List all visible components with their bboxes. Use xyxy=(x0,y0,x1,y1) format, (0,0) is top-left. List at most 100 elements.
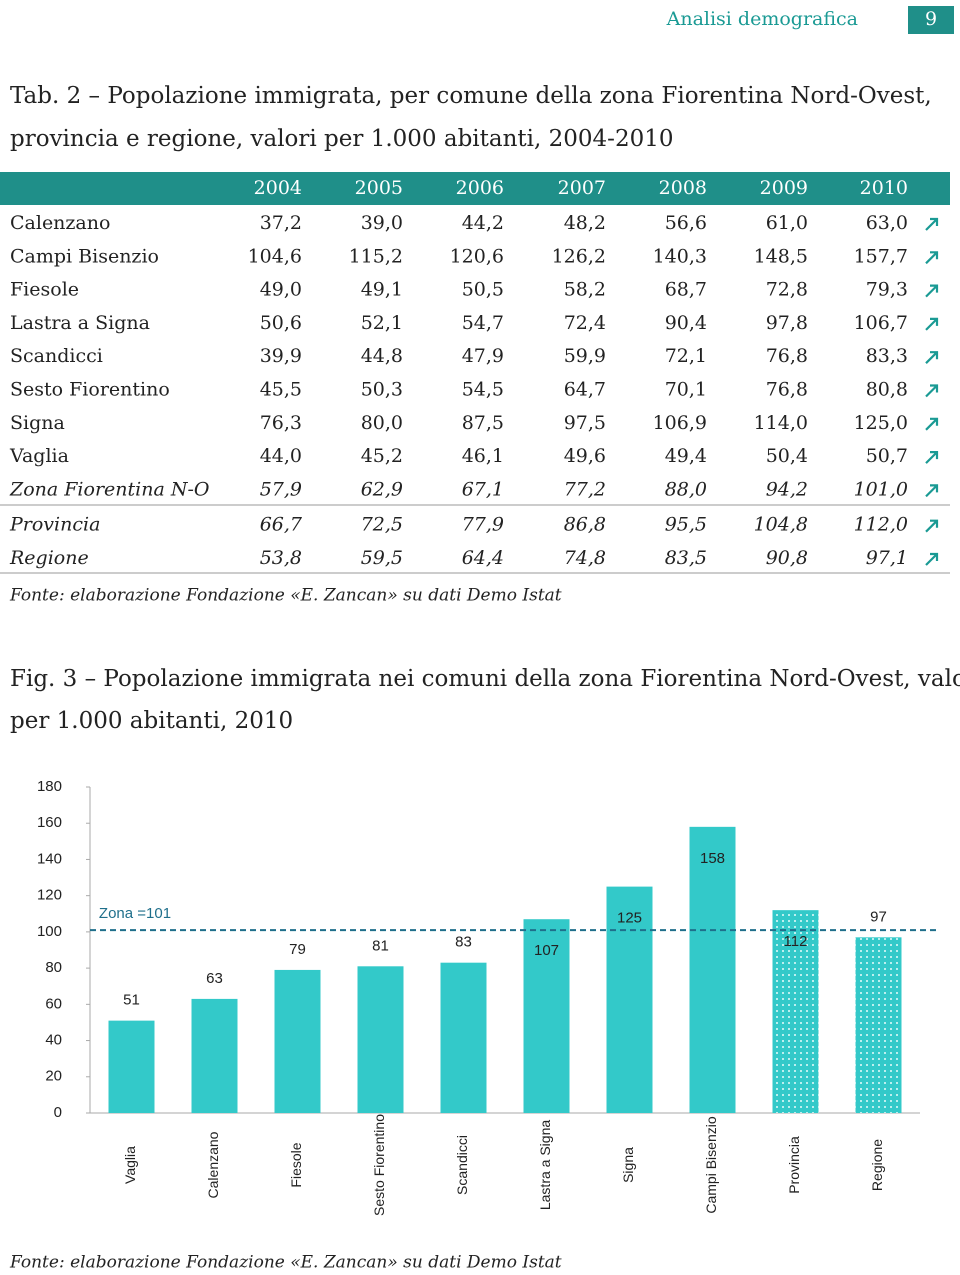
cell: 76,8 xyxy=(766,379,808,401)
cell: 49,0 xyxy=(260,279,302,301)
row-label: Signa xyxy=(10,412,65,434)
y-tick-label: 160 xyxy=(37,814,62,831)
cell: 45,2 xyxy=(361,445,403,467)
table-caption: Tab. 2 – Popolazione immigrata, per comu… xyxy=(10,83,932,109)
cell: 72,5 xyxy=(361,514,403,536)
table-caption: provincia e regione, valori per 1.000 ab… xyxy=(10,126,673,152)
trend-arrow xyxy=(925,284,939,298)
bar xyxy=(274,969,321,1113)
page-number: 9 xyxy=(925,8,937,30)
cell: 90,4 xyxy=(665,312,707,334)
column-header: 2009 xyxy=(760,177,808,199)
trend-arrow xyxy=(925,552,939,566)
cell: 46,1 xyxy=(462,445,504,467)
row-label: Regione xyxy=(9,547,89,569)
cell: 44,8 xyxy=(361,345,403,367)
cell: 37,2 xyxy=(260,212,302,234)
cell: 49,1 xyxy=(361,279,403,301)
cell: 47,9 xyxy=(462,345,504,367)
cell: 97,8 xyxy=(766,312,808,334)
cell: 112,0 xyxy=(854,514,908,536)
cell: 59,5 xyxy=(361,547,403,569)
table-source: Fonte: elaborazione Fondazione «E. Zanca… xyxy=(9,586,562,606)
value-label: 107 xyxy=(534,942,559,959)
cell: 104,6 xyxy=(248,245,302,267)
reference-label: Zona =101 xyxy=(99,905,171,922)
trend-arrow xyxy=(925,417,939,431)
cell: 50,6 xyxy=(260,312,302,334)
bar xyxy=(855,937,902,1113)
cell: 63,0 xyxy=(866,212,908,234)
bar xyxy=(191,998,238,1113)
cell: 53,8 xyxy=(260,547,302,569)
value-label: 79 xyxy=(289,941,306,958)
y-tick-label: 100 xyxy=(37,923,62,940)
trend-arrow xyxy=(925,351,939,364)
bar xyxy=(440,962,487,1113)
cell: 114,0 xyxy=(754,412,808,434)
row-label: Calenzano xyxy=(10,212,110,234)
x-tick-label: Signa xyxy=(620,1147,636,1183)
x-tick-label: Calenzano xyxy=(205,1131,221,1198)
value-label: 63 xyxy=(206,970,223,987)
cell: 86,8 xyxy=(564,514,606,536)
cell: 79,3 xyxy=(866,279,908,301)
bar xyxy=(689,826,736,1113)
cell: 54,7 xyxy=(462,312,504,334)
trend-arrow xyxy=(925,451,939,464)
cell: 80,0 xyxy=(361,412,403,434)
trend-arrow xyxy=(925,384,939,398)
y-tick-label: 120 xyxy=(37,887,62,904)
cell: 80,8 xyxy=(866,379,908,401)
cell: 77,9 xyxy=(462,514,504,536)
x-tick-label: Sesto Fiorentino xyxy=(371,1114,387,1216)
cell: 88,0 xyxy=(665,478,707,500)
trend-arrow xyxy=(925,519,939,533)
row-label: Campi Bisenzio xyxy=(10,245,159,267)
cell: 48,2 xyxy=(564,212,606,234)
cell: 126,2 xyxy=(552,245,606,267)
cell: 39,0 xyxy=(361,212,403,234)
column-header: 2005 xyxy=(355,177,403,199)
table-header-bg xyxy=(0,172,950,205)
cell: 90,8 xyxy=(766,547,808,569)
cell: 72,4 xyxy=(564,312,606,334)
cell: 44,2 xyxy=(462,212,504,234)
cell: 148,5 xyxy=(754,245,808,267)
cell: 50,5 xyxy=(462,279,504,301)
cell: 58,2 xyxy=(564,279,606,301)
cell: 101,0 xyxy=(854,478,908,500)
column-header: 2006 xyxy=(456,177,504,199)
row-label: Scandicci xyxy=(10,345,103,367)
value-label: 51 xyxy=(123,992,140,1009)
cell: 56,6 xyxy=(665,212,707,234)
x-tick-label: Lastra a Signa xyxy=(537,1120,553,1210)
trend-arrow xyxy=(925,484,939,498)
cell: 77,2 xyxy=(564,478,606,500)
cell: 95,5 xyxy=(665,514,707,536)
trend-arrow xyxy=(925,251,939,265)
figure-source: Fonte: elaborazione Fondazione «E. Zanca… xyxy=(9,1253,562,1273)
cell: 115,2 xyxy=(349,245,403,267)
cell: 87,5 xyxy=(462,412,504,434)
column-header: 2004 xyxy=(254,177,302,199)
cell: 97,1 xyxy=(866,547,908,569)
bar xyxy=(772,910,819,1113)
page-box xyxy=(908,6,954,34)
y-tick-label: 180 xyxy=(37,778,62,795)
figure-title: Fig. 3 – Popolazione immigrata nei comun… xyxy=(10,666,960,692)
column-header: 2010 xyxy=(860,177,908,199)
cell: 76,3 xyxy=(260,412,302,434)
row-label: Zona Fiorentina N-O xyxy=(9,478,210,500)
x-tick-label: Scandicci xyxy=(454,1135,470,1195)
column-header: 2008 xyxy=(659,177,707,199)
cell: 50,3 xyxy=(361,379,403,401)
x-tick-label: Regione xyxy=(869,1139,885,1191)
row-label: Sesto Fiorentino xyxy=(10,379,170,401)
cell: 39,9 xyxy=(260,345,302,367)
cell: 106,7 xyxy=(854,312,908,334)
y-tick-label: 60 xyxy=(45,995,62,1012)
trend-arrow xyxy=(925,217,939,231)
cell: 66,7 xyxy=(260,514,303,536)
row-label: Vaglia xyxy=(9,445,69,467)
